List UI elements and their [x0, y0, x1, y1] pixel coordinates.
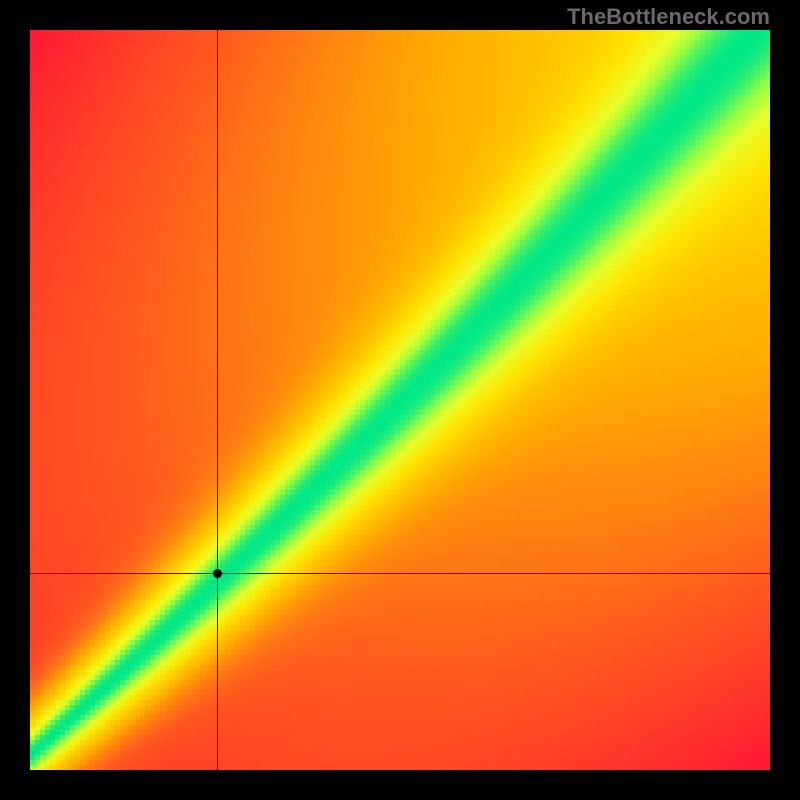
heatmap-canvas	[30, 30, 770, 770]
chart-container: TheBottleneck.com	[0, 0, 800, 800]
crosshair-horizontal	[30, 573, 770, 574]
watermark-text: TheBottleneck.com	[567, 4, 770, 30]
crosshair-vertical	[217, 30, 218, 770]
